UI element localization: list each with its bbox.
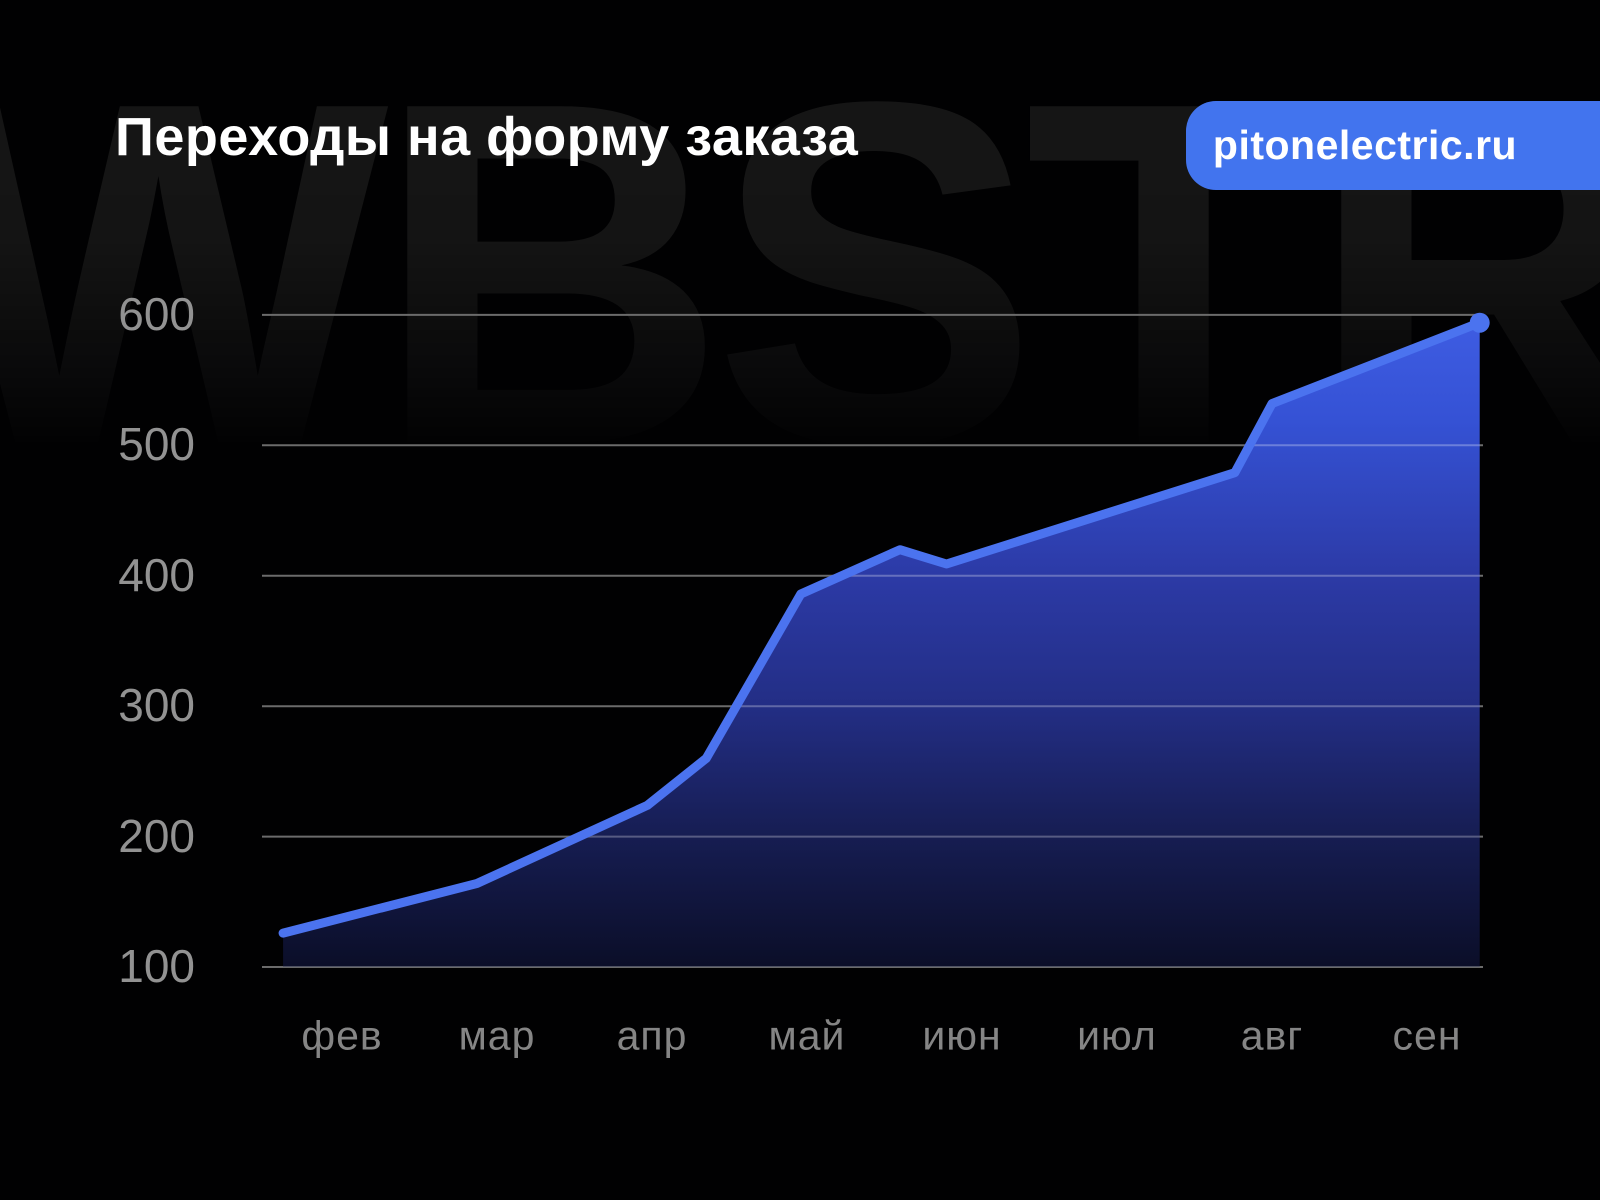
y-axis-tick: 200 [118,809,195,862]
site-badge-label: pitonelectric.ru [1212,122,1518,168]
endpoint-dot [1469,312,1490,333]
site-badge: pitonelectric.ru [1186,101,1600,190]
x-axis-tick: мар [458,1012,536,1059]
x-axis-tick: май [768,1012,846,1059]
y-axis-tick: 600 [118,287,195,340]
y-axis-tick: 500 [118,418,195,471]
y-axis-tick: 300 [118,679,195,732]
x-axis-tick: авг [1240,1012,1304,1059]
x-axis-tick: сен [1392,1012,1462,1059]
page-title: Переходы на форму заказа [115,107,859,167]
y-axis-tick: 100 [118,939,195,992]
x-axis-tick: апр [616,1012,688,1059]
area-fill [283,322,1480,967]
y-axis-tick: 400 [118,548,195,601]
x-axis-tick: июл [1077,1012,1157,1059]
x-axis-tick: июн [922,1012,1002,1059]
x-axis-tick: фев [301,1012,383,1059]
trend-line [278,318,1485,938]
